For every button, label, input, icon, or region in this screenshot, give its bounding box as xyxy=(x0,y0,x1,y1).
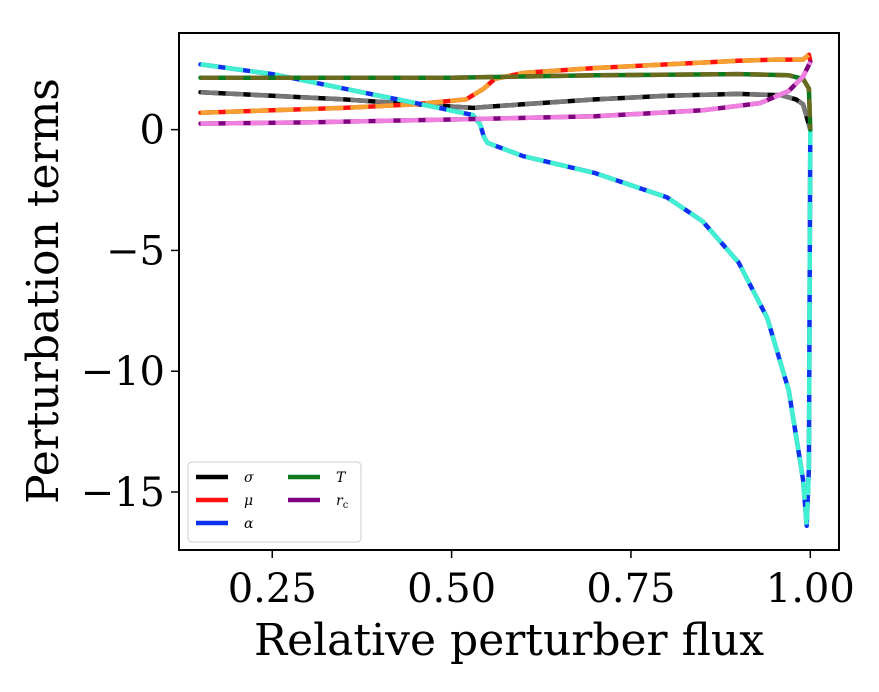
x-tick-label-2: 0.75 xyxy=(586,566,675,612)
x-axis-title: Relative perturber flux xyxy=(254,615,764,666)
x-tick-label-1: 0.50 xyxy=(407,566,496,612)
series-overlay-1 xyxy=(200,52,813,115)
series-overlay-4 xyxy=(200,60,813,126)
legend-label-0: σ xyxy=(244,470,254,486)
y-tick-label-3: −15 xyxy=(81,470,165,516)
legend-label-4: rc xyxy=(336,493,349,511)
legend-label-2: α xyxy=(244,516,254,532)
series-overlay-3 xyxy=(200,71,813,130)
series-overlay-0 xyxy=(200,89,813,131)
series-overlay-2 xyxy=(200,62,813,529)
legend-label-3: T xyxy=(336,470,347,486)
x-axis: 0.25 0.50 0.75 1.00 xyxy=(228,550,855,612)
x-tick-label-3: 1.00 xyxy=(766,566,855,612)
x-tick-label-0: 0.25 xyxy=(228,566,317,612)
y-tick-label-1: −5 xyxy=(106,228,165,274)
plot-frame xyxy=(178,32,840,551)
y-tick-label-0: 0 xyxy=(140,108,165,154)
legend-label-1: μ xyxy=(244,493,253,509)
legend-box xyxy=(187,461,362,543)
y-axis-title: Perturbation terms xyxy=(18,78,69,504)
series-line-2 xyxy=(198,62,813,529)
y-tick-label-2: −10 xyxy=(81,349,165,395)
series-layer xyxy=(198,52,813,529)
y-axis: 0 −5 −10 −15 xyxy=(81,108,179,516)
legend: σμα Trc xyxy=(187,461,362,543)
